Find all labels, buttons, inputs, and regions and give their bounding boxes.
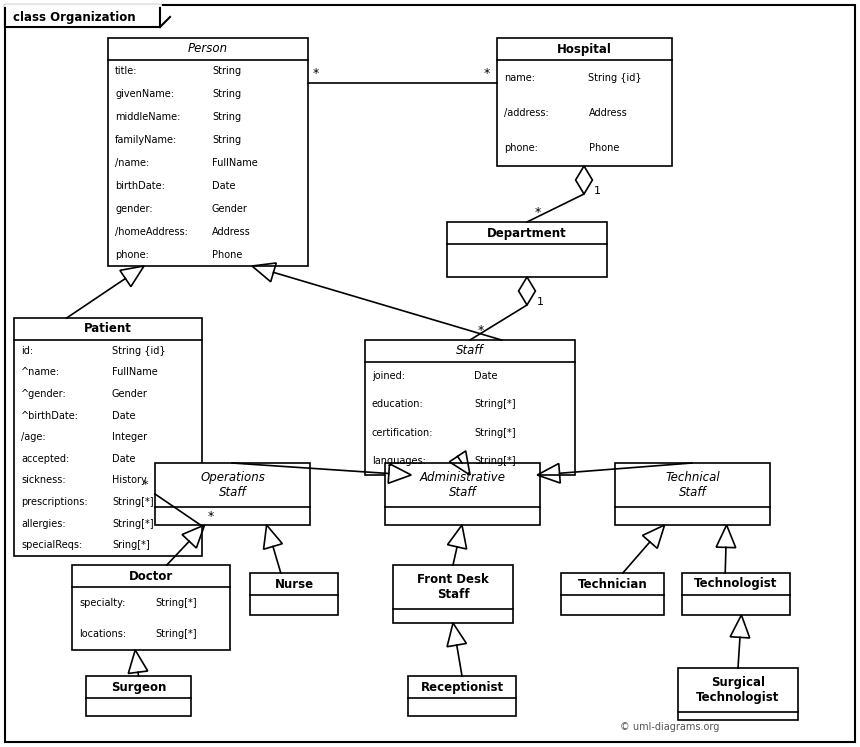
FancyBboxPatch shape <box>5 5 160 27</box>
Text: © uml-diagrams.org: © uml-diagrams.org <box>620 722 719 732</box>
Text: specialReqs:: specialReqs: <box>21 540 83 551</box>
Text: Doctor: Doctor <box>129 569 173 583</box>
Text: *: * <box>313 67 319 80</box>
Text: Address: Address <box>212 226 251 237</box>
FancyBboxPatch shape <box>615 463 770 525</box>
Text: ^gender:: ^gender: <box>21 389 67 399</box>
Text: *: * <box>208 510 214 523</box>
Text: middleName:: middleName: <box>115 112 181 123</box>
Text: specialty:: specialty: <box>79 598 126 608</box>
Text: allergies:: allergies: <box>21 518 65 529</box>
FancyBboxPatch shape <box>14 318 202 556</box>
FancyBboxPatch shape <box>72 565 230 650</box>
Text: Person: Person <box>188 43 228 55</box>
Text: Technical
Staff: Technical Staff <box>665 471 720 499</box>
Text: Sring[*]: Sring[*] <box>112 540 150 551</box>
Text: sickness:: sickness: <box>21 475 65 486</box>
Text: String: String <box>212 90 241 99</box>
Text: String[*]: String[*] <box>474 427 516 438</box>
Text: certification:: certification: <box>372 427 433 438</box>
FancyBboxPatch shape <box>393 565 513 623</box>
Text: /age:: /age: <box>21 433 46 442</box>
Text: Operations
Staff: Operations Staff <box>200 471 265 499</box>
Text: Technician: Technician <box>578 577 648 590</box>
Text: id:: id: <box>21 346 34 356</box>
FancyBboxPatch shape <box>497 38 672 166</box>
Text: givenName:: givenName: <box>115 90 174 99</box>
Text: Staff: Staff <box>456 344 484 358</box>
Text: ^birthDate:: ^birthDate: <box>21 411 79 421</box>
Text: Date: Date <box>112 453 136 464</box>
FancyBboxPatch shape <box>561 573 664 615</box>
Text: Patient: Patient <box>84 323 132 335</box>
Text: String: String <box>212 135 241 145</box>
FancyBboxPatch shape <box>155 463 310 525</box>
FancyBboxPatch shape <box>250 573 338 615</box>
FancyBboxPatch shape <box>682 573 790 615</box>
Text: 1: 1 <box>594 186 601 196</box>
Text: Hospital: Hospital <box>557 43 612 55</box>
Text: String {id}: String {id} <box>112 346 166 356</box>
Text: languages:: languages: <box>372 456 426 466</box>
Text: locations:: locations: <box>79 629 126 639</box>
Text: Department: Department <box>487 226 567 240</box>
Text: Date: Date <box>474 371 497 381</box>
Text: Date: Date <box>112 411 136 421</box>
Text: title:: title: <box>115 66 138 76</box>
Text: FullName: FullName <box>112 368 157 377</box>
Text: FullName: FullName <box>212 158 258 168</box>
Text: accepted:: accepted: <box>21 453 70 464</box>
FancyBboxPatch shape <box>108 38 308 266</box>
FancyBboxPatch shape <box>365 340 575 475</box>
Text: String: String <box>212 66 241 76</box>
Text: /homeAddress:: /homeAddress: <box>115 226 187 237</box>
Text: Phone: Phone <box>588 143 619 153</box>
Text: Nurse: Nurse <box>274 577 314 590</box>
Text: Address: Address <box>588 108 627 118</box>
Text: Front Desk
Staff: Front Desk Staff <box>417 573 488 601</box>
Text: prescriptions:: prescriptions: <box>21 497 88 507</box>
Text: String {id}: String {id} <box>588 72 642 83</box>
Text: String[*]: String[*] <box>155 629 197 639</box>
Text: String[*]: String[*] <box>112 497 154 507</box>
Text: String[*]: String[*] <box>474 400 516 409</box>
Text: *: * <box>478 324 484 337</box>
Text: Gender: Gender <box>212 204 248 214</box>
Text: name:: name: <box>504 72 535 83</box>
Text: Surgical
Technologist: Surgical Technologist <box>697 676 780 704</box>
Text: *: * <box>143 480 149 490</box>
Text: String[*]: String[*] <box>112 518 154 529</box>
Text: phone:: phone: <box>504 143 538 153</box>
FancyBboxPatch shape <box>86 676 191 716</box>
Text: joined:: joined: <box>372 371 405 381</box>
Text: /address:: /address: <box>504 108 549 118</box>
Text: *: * <box>535 206 541 219</box>
Text: birthDate:: birthDate: <box>115 181 165 191</box>
Text: ^name:: ^name: <box>21 368 60 377</box>
Text: Phone: Phone <box>212 249 243 259</box>
Text: Integer: Integer <box>112 433 147 442</box>
Text: 1: 1 <box>537 297 544 307</box>
Text: /name:: /name: <box>115 158 150 168</box>
Text: Surgeon: Surgeon <box>111 681 166 693</box>
Text: Date: Date <box>212 181 236 191</box>
Text: gender:: gender: <box>115 204 152 214</box>
FancyBboxPatch shape <box>447 222 607 277</box>
Text: String[*]: String[*] <box>155 598 197 608</box>
Text: Technologist: Technologist <box>694 577 777 590</box>
Text: Administrative
Staff: Administrative Staff <box>420 471 506 499</box>
Text: phone:: phone: <box>115 249 149 259</box>
FancyBboxPatch shape <box>678 668 798 720</box>
Text: education:: education: <box>372 400 424 409</box>
Text: Gender: Gender <box>112 389 148 399</box>
Text: familyName:: familyName: <box>115 135 177 145</box>
Text: History: History <box>112 475 147 486</box>
Text: String: String <box>212 112 241 123</box>
Text: class Organization: class Organization <box>13 10 136 23</box>
FancyBboxPatch shape <box>408 676 516 716</box>
Text: *: * <box>484 67 490 80</box>
FancyBboxPatch shape <box>385 463 540 525</box>
Text: String[*]: String[*] <box>474 456 516 466</box>
Text: Receptionist: Receptionist <box>421 681 504 693</box>
